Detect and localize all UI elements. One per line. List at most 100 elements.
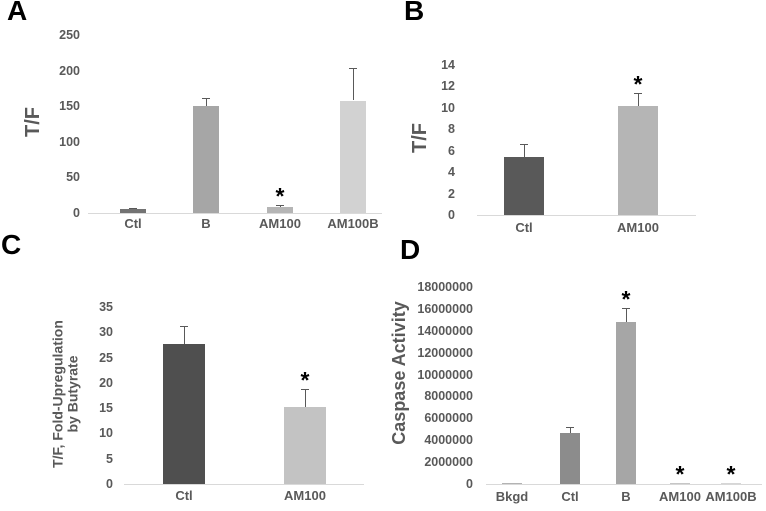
bar-ctl xyxy=(163,343,205,484)
error-bar-cap xyxy=(129,208,137,210)
x-category-label: Ctl xyxy=(175,488,193,503)
y-axis-label-line: T/F xyxy=(22,107,44,137)
error-bar xyxy=(180,326,188,344)
error-bar-cap xyxy=(520,144,528,146)
significance-star: * xyxy=(675,461,685,487)
bar-am100 xyxy=(670,483,690,484)
y-tick-label: 2 xyxy=(448,186,455,201)
y-tick-label: 10000000 xyxy=(417,367,473,382)
y-tick-label: 4000000 xyxy=(424,432,473,447)
error-bar-cap xyxy=(202,97,210,99)
y-tick-label: 12 xyxy=(441,79,455,94)
y-tick-label: 30 xyxy=(99,325,113,340)
error-bar-cap xyxy=(180,326,188,328)
y-axis-label-line: Caspase Activity xyxy=(389,301,410,445)
error-bar xyxy=(301,389,309,408)
error-bar xyxy=(520,144,528,158)
y-tick-label: 5 xyxy=(106,451,113,466)
y-tick-label: 200 xyxy=(59,63,80,78)
panel-letter: A xyxy=(7,0,28,26)
x-category-label: Ctl xyxy=(561,489,579,504)
y-tick-label: 10 xyxy=(99,426,113,441)
y-axis-label-line: T/F xyxy=(409,123,431,153)
error-bar-stem xyxy=(637,92,639,106)
y-tick-label: 14000000 xyxy=(417,323,473,338)
error-bar-stem xyxy=(183,326,185,344)
error-bar-cap xyxy=(301,389,309,391)
x-category-label: AM100 xyxy=(284,488,326,503)
y-axis-label: T/F, Fold-Upregulation by Butyrate xyxy=(49,320,82,468)
bar-ctl xyxy=(120,209,146,213)
error-bar-stem xyxy=(569,427,571,433)
x-category-label: AM100 xyxy=(259,216,301,231)
y-tick-label: 0 xyxy=(448,207,455,222)
y-tick-label: 0 xyxy=(466,476,473,491)
significance-star: * xyxy=(275,183,285,210)
y-tick-label: 50 xyxy=(66,170,80,185)
error-bar xyxy=(129,208,137,210)
panel-letter: B xyxy=(404,0,425,26)
y-tick-label: 100 xyxy=(59,134,80,149)
y-tick-label: 0 xyxy=(106,476,113,491)
x-axis-baseline xyxy=(477,215,696,216)
error-bar-cap xyxy=(349,68,357,70)
error-bar-stem xyxy=(132,208,134,210)
error-bar-cap xyxy=(622,307,630,309)
bar-bkgd xyxy=(502,482,522,484)
y-tick-label: 12000000 xyxy=(417,345,473,360)
x-category-label: AM100B xyxy=(705,489,757,504)
error-bar-stem xyxy=(625,307,627,322)
x-category-label: Bkgd xyxy=(495,489,529,504)
error-bar-stem xyxy=(205,97,207,107)
y-tick-label: 2000000 xyxy=(424,454,473,469)
error-bar xyxy=(349,68,357,101)
x-category-label: Ctl xyxy=(124,216,142,231)
x-axis-baseline xyxy=(124,484,364,485)
error-bar-stem xyxy=(523,144,525,158)
y-axis-label: Caspase Activity xyxy=(389,301,410,445)
x-axis-baseline xyxy=(486,484,762,485)
significance-star: * xyxy=(633,70,643,97)
y-tick-label: 20 xyxy=(99,375,113,390)
bar-am100b xyxy=(340,100,366,213)
y-tick-label: 6 xyxy=(448,143,455,158)
panel-letter: D xyxy=(400,234,421,265)
bar-am100 xyxy=(267,207,293,213)
bar-am100 xyxy=(284,407,326,484)
bar-am100b xyxy=(721,483,741,484)
error-bar-stem xyxy=(304,389,306,408)
y-tick-label: 10 xyxy=(441,100,455,115)
y-tick-label: 250 xyxy=(59,27,80,42)
y-axis-label: T/F xyxy=(409,123,431,153)
y-tick-label: 14 xyxy=(441,57,455,72)
panel-letter: C xyxy=(1,229,22,260)
error-bar-stem xyxy=(352,68,354,101)
y-axis-label-line: T/F, Fold-Upregulation xyxy=(49,320,66,468)
bar-b xyxy=(193,106,219,213)
x-category-label: AM100B xyxy=(327,216,379,231)
y-axis-label-line: by Butyrate xyxy=(65,355,81,433)
x-axis-baseline xyxy=(88,213,382,214)
error-bar-cap xyxy=(276,205,284,207)
y-tick-label: 18000000 xyxy=(417,279,473,294)
bar-ctl xyxy=(560,432,580,484)
bar-ctl xyxy=(504,157,544,215)
x-category-label: B xyxy=(621,489,631,504)
x-category-label: AM100 xyxy=(617,220,659,235)
y-axis-label: T/F xyxy=(22,107,44,137)
error-bar xyxy=(634,92,642,106)
y-tick-label: 15 xyxy=(99,400,113,415)
significance-star: * xyxy=(621,285,631,312)
error-bar xyxy=(622,307,630,322)
significance-star: * xyxy=(300,367,310,394)
error-bar-stem xyxy=(279,205,281,208)
y-tick-label: 150 xyxy=(59,98,80,113)
x-category-label: Ctl xyxy=(515,220,533,235)
significance-star: * xyxy=(726,461,736,487)
y-tick-label: 6000000 xyxy=(424,411,473,426)
